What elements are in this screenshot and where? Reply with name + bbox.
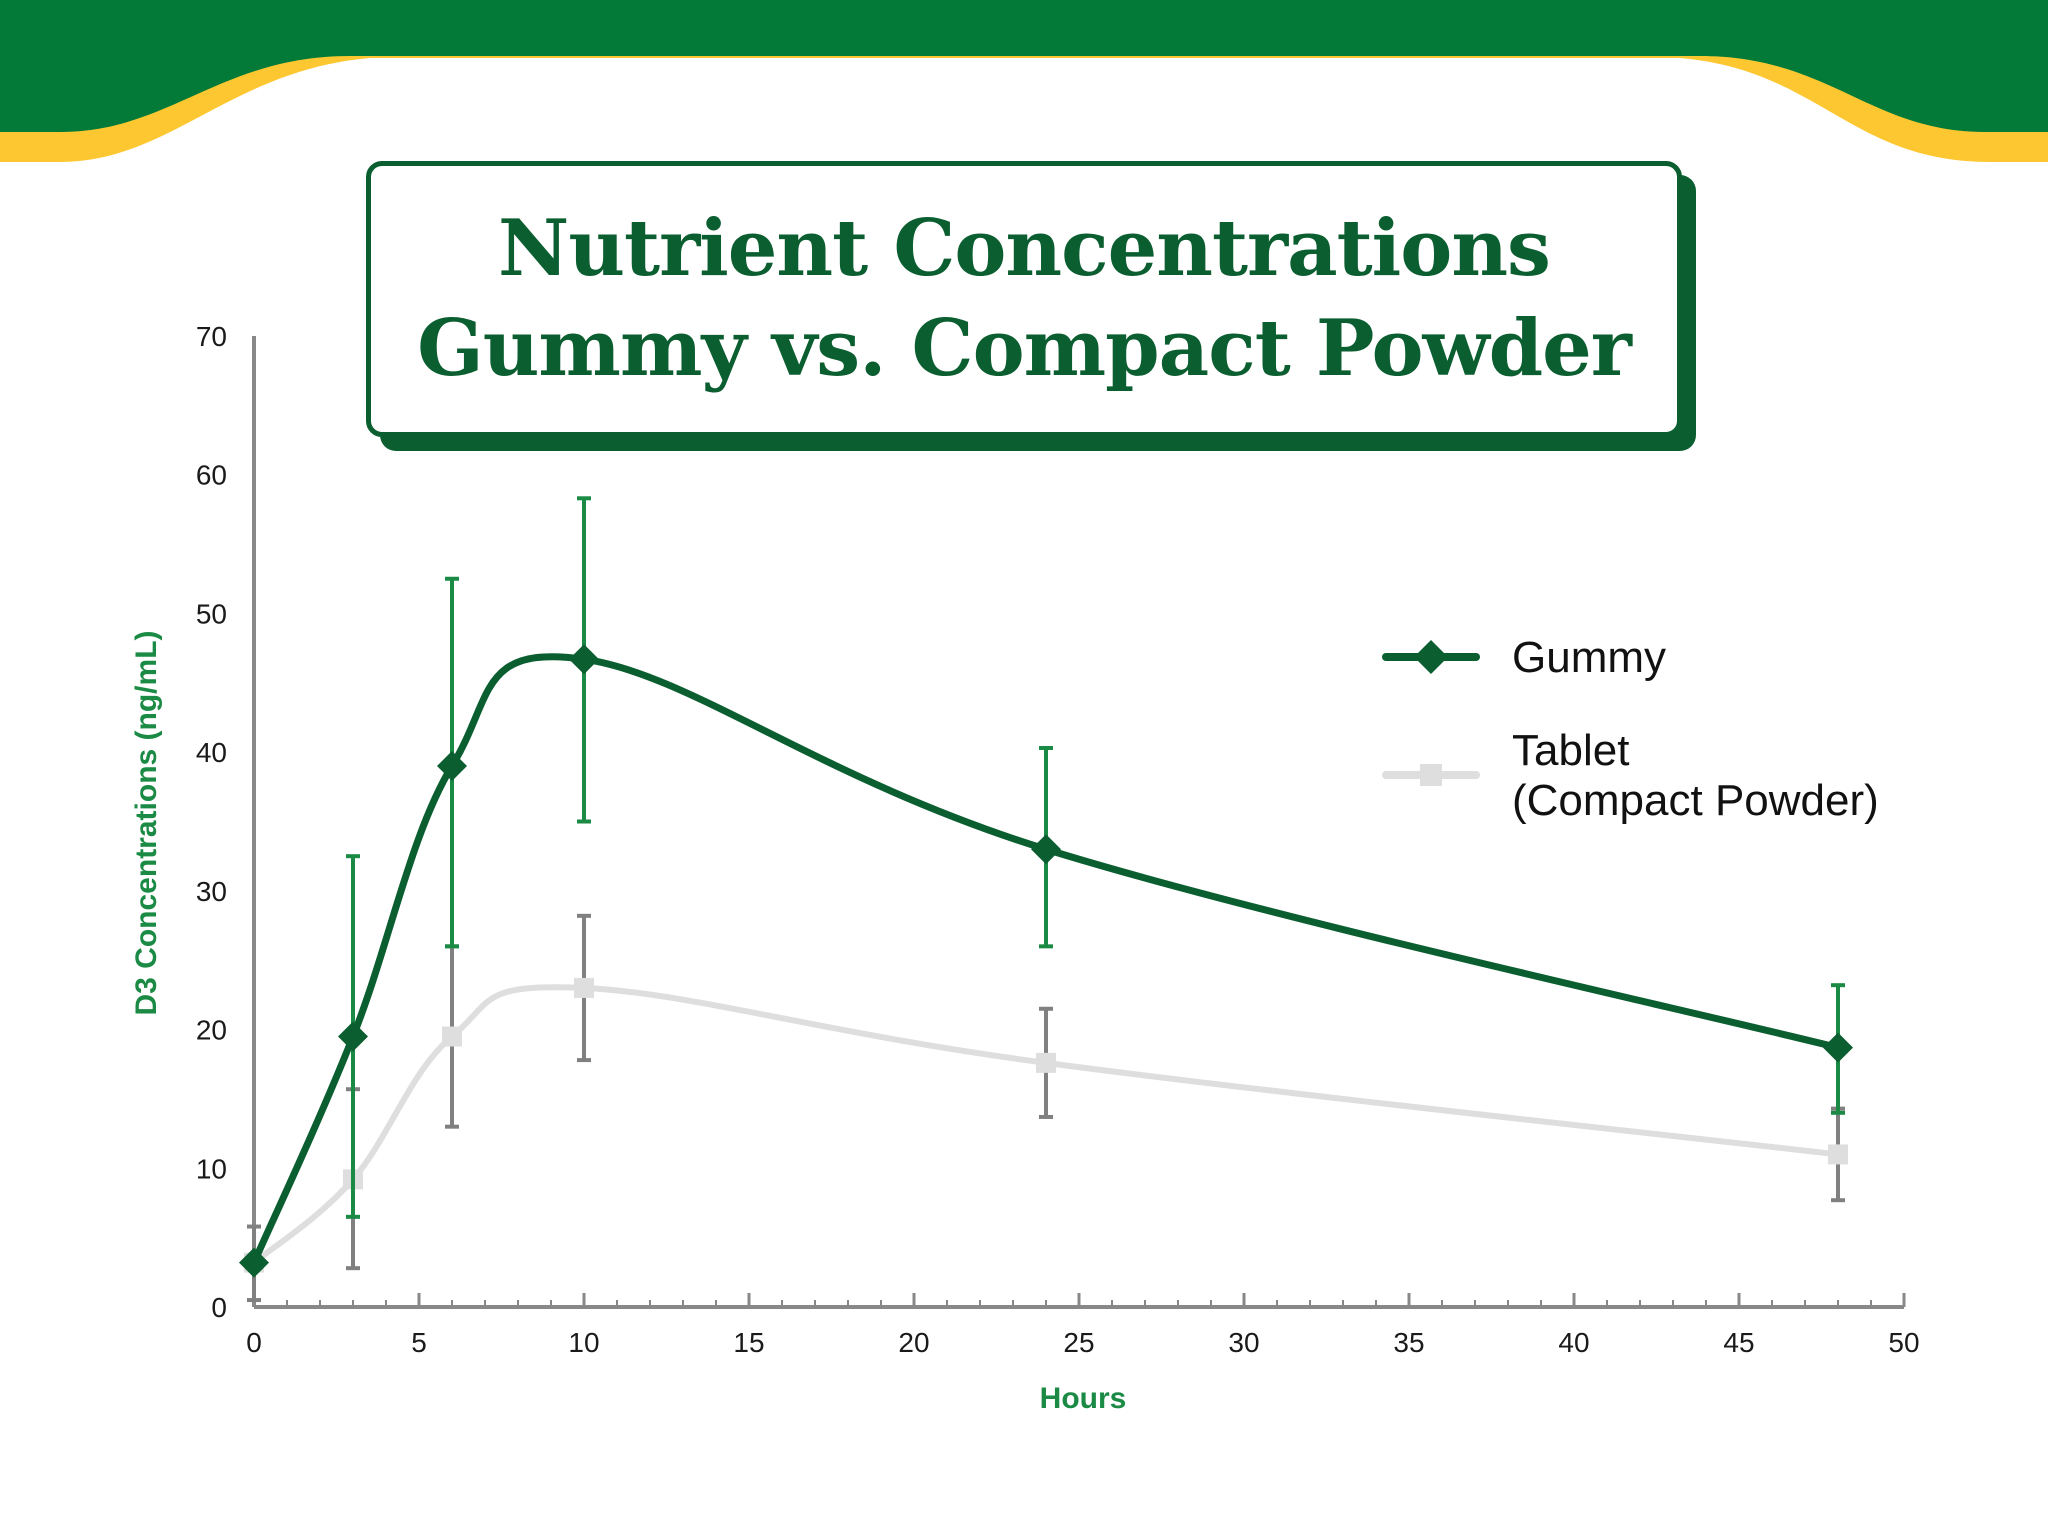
chart-legend: Gummy Tablet (Compact Powder) (1382, 633, 1879, 825)
y-axis-title: D3 Concentrations (ng/mL) (130, 630, 163, 1015)
legend-tablet-square-icon (1420, 764, 1442, 786)
x-tick-label: 25 (1063, 1327, 1094, 1358)
tablet-data-point (1828, 1144, 1848, 1165)
y-tick-label: 0 (211, 1292, 227, 1323)
x-tick-label: 40 (1558, 1327, 1589, 1358)
legend-gummy-diamond-icon (1414, 640, 1448, 674)
legend-tablet-label-line-1: Tablet (1512, 726, 1629, 775)
chart-axes: 0 5 10 15 20 25 30 35 40 45 50 0 10 20 30 40 50 60 70 (196, 321, 1920, 1358)
y-tick-label: 30 (196, 876, 227, 907)
x-tick-label: 50 (1888, 1327, 1919, 1358)
x-tick-label: 20 (898, 1327, 929, 1358)
x-tick-label: 30 (1228, 1327, 1259, 1358)
chart-title-line-2: Gummy vs. Compact Powder (417, 303, 1632, 394)
tablet-series (244, 913, 1848, 1303)
banner-green-band (0, 0, 2048, 132)
tablet-data-point (574, 977, 594, 998)
y-tick-label: 50 (196, 598, 227, 629)
gummy-data-point (437, 751, 467, 782)
legend-tablet-label-line-2: (Compact Powder) (1512, 776, 1879, 825)
gummy-data-point (1823, 1032, 1853, 1063)
y-tick-label: 40 (196, 737, 227, 768)
tablet-series-line (252, 984, 1839, 1265)
x-tick-label: 15 (733, 1327, 764, 1358)
gummy-series (239, 496, 1853, 1278)
gummy-data-point (239, 1247, 269, 1278)
chart-title-box: Nutrient Concentrations Gummy vs. Compac… (366, 161, 1682, 437)
gummy-data-point (338, 1021, 368, 1052)
legend-gummy-label: Gummy (1512, 633, 1666, 682)
x-tick-label: 10 (568, 1327, 599, 1358)
x-axis-title: Hours (1040, 1382, 1127, 1415)
x-tick-label: 0 (246, 1327, 262, 1358)
y-tick-label: 10 (196, 1153, 227, 1184)
tablet-data-point (442, 1026, 462, 1047)
y-tick-label: 60 (196, 460, 227, 491)
tablet-data-point (1036, 1052, 1056, 1073)
x-tick-label: 45 (1723, 1327, 1754, 1358)
gummy-data-point (569, 644, 599, 675)
chart-title-line-1: Nutrient Concentrations (498, 203, 1551, 294)
x-tick-label: 5 (411, 1327, 427, 1358)
x-tick-label: 35 (1393, 1327, 1424, 1358)
y-tick-label: 70 (196, 321, 227, 352)
gummy-data-point (1031, 834, 1061, 865)
header-banner (0, 0, 2048, 162)
chart-series (239, 496, 1853, 1303)
y-tick-label: 20 (196, 1015, 227, 1046)
